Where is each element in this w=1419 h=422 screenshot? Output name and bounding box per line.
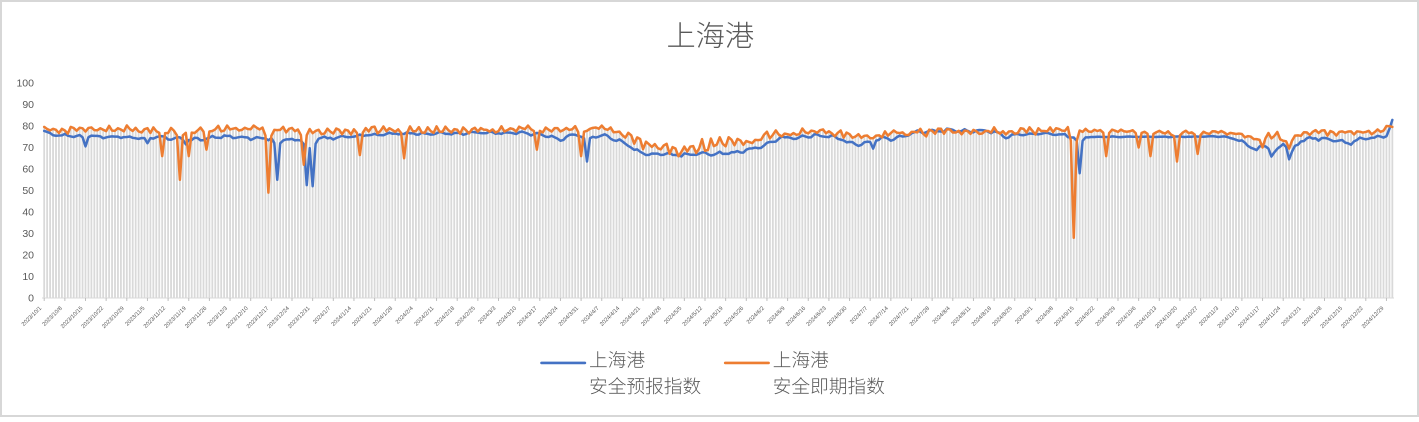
svg-text:20: 20 — [22, 250, 34, 262]
svg-text:60: 60 — [22, 164, 34, 176]
svg-text:50: 50 — [22, 185, 34, 197]
svg-text:40: 40 — [22, 207, 34, 219]
svg-text:0: 0 — [28, 293, 34, 305]
svg-text:90: 90 — [22, 99, 34, 111]
svg-text:70: 70 — [22, 142, 34, 154]
svg-text:10: 10 — [22, 271, 34, 283]
svg-text:80: 80 — [22, 121, 34, 133]
svg-text:30: 30 — [22, 228, 34, 240]
svg-text:100: 100 — [16, 78, 34, 90]
